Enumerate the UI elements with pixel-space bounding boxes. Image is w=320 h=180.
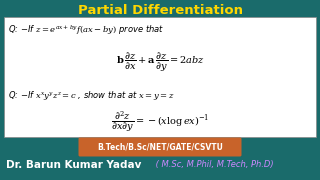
Text: $\dfrac{\partial^2 z}{\partial x\partial y} = -(x\log ex)^{-1}$: $\dfrac{\partial^2 z}{\partial x\partial…: [111, 110, 209, 134]
Text: Partial Differentiation: Partial Differentiation: [77, 4, 243, 17]
Text: Q: $-$If $z = e^{ax+by}f(ax - by)$ prove that: Q: $-$If $z = e^{ax+by}f(ax - by)$ prove…: [8, 24, 164, 37]
Text: Q: $-$If $x^x y^y z^z = c$ , show that at $x = y = z$: Q: $-$If $x^x y^y z^z = c$ , show that a…: [8, 89, 174, 102]
Text: $\mathbf{b}\,\dfrac{\partial z}{\partial x} + \mathbf{a}\,\dfrac{\partial z}{\pa: $\mathbf{b}\,\dfrac{\partial z}{\partial…: [116, 50, 204, 73]
FancyBboxPatch shape: [78, 138, 242, 156]
Text: ( M.Sc, M.Phil, M.Tech, Ph.D): ( M.Sc, M.Phil, M.Tech, Ph.D): [153, 161, 274, 170]
Text: Dr. Barun Kumar Yadav: Dr. Barun Kumar Yadav: [6, 160, 141, 170]
FancyBboxPatch shape: [4, 17, 316, 137]
Text: B.Tech/B.Sc/NET/GATE/CSVTU: B.Tech/B.Sc/NET/GATE/CSVTU: [97, 143, 223, 152]
